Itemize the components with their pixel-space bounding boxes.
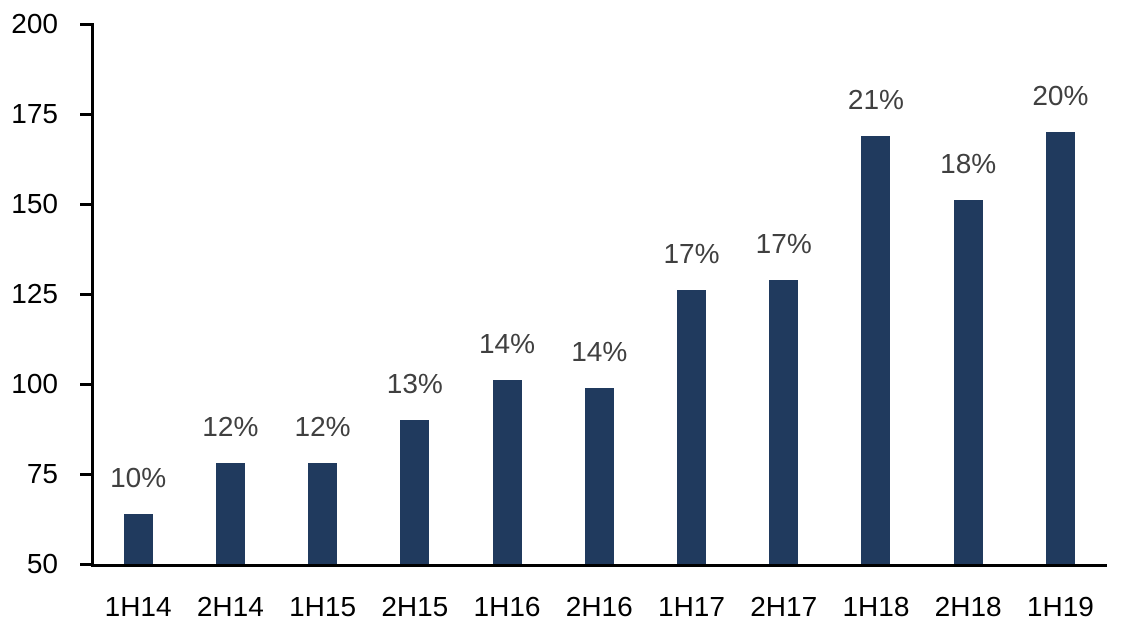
x-tick-label: 2H16	[565, 591, 633, 622]
bar-data-label: 14%	[478, 328, 536, 360]
y-tick-label: 50	[26, 548, 58, 579]
bar-data-label: 12%	[202, 411, 259, 443]
x-tick-label: 1H15	[289, 591, 357, 622]
y-tick-label: 100	[11, 368, 58, 399]
bar-2h17	[769, 279, 799, 564]
bar-2h15	[400, 420, 430, 564]
bar-1h18	[861, 135, 891, 564]
y-tick-label: 200	[11, 8, 58, 39]
x-tick-label: 2H17	[750, 591, 818, 622]
bar-data-label: 14%	[571, 335, 628, 367]
y-axis-tick-mark	[80, 292, 91, 296]
y-axis-tick-mark	[80, 472, 91, 476]
y-tick-label: 175	[11, 98, 58, 129]
x-tick-label: 1H14	[104, 591, 172, 622]
bar-data-label: 17%	[663, 238, 720, 270]
bar-data-label: 21%	[847, 83, 904, 115]
bar-1h16	[492, 380, 522, 564]
bar-2h16	[584, 387, 614, 564]
y-axis-tick-mark	[80, 202, 91, 206]
x-tick-label: 2H18	[934, 591, 1002, 622]
y-tick-label: 75	[26, 458, 58, 489]
bar-2h14	[215, 463, 245, 564]
bar-2h18	[953, 200, 983, 564]
y-axis-tick-mark	[80, 22, 91, 26]
bar-1h19	[1045, 132, 1075, 564]
bar-data-label: 10%	[110, 461, 167, 493]
bar-1h17	[676, 290, 706, 564]
x-tick-label: 2H14	[196, 591, 264, 622]
bar-data-label: 20%	[1032, 80, 1089, 111]
y-axis-tick-mark	[80, 382, 91, 386]
x-tick-label: 2H15	[381, 591, 449, 622]
x-tick-label: 1H16	[473, 591, 541, 622]
bar-1h15	[308, 463, 338, 564]
y-tick-label: 125	[11, 278, 58, 309]
y-tick-label: 150	[11, 188, 58, 219]
x-tick-label: 1H19	[1026, 591, 1094, 622]
bar-1h14	[123, 513, 153, 564]
bar-data-label: 12%	[294, 411, 351, 443]
y-axis-tick-mark	[80, 112, 91, 116]
y-axis-line	[91, 23, 94, 567]
bar-data-label: 18%	[940, 148, 997, 180]
bar-data-label: 13%	[386, 368, 443, 399]
x-tick-label: 1H18	[842, 591, 910, 622]
x-axis-line	[91, 564, 1107, 567]
bar-data-label: 17%	[755, 227, 812, 259]
y-axis-tick-mark	[80, 562, 91, 566]
x-tick-label: 1H17	[658, 591, 725, 622]
